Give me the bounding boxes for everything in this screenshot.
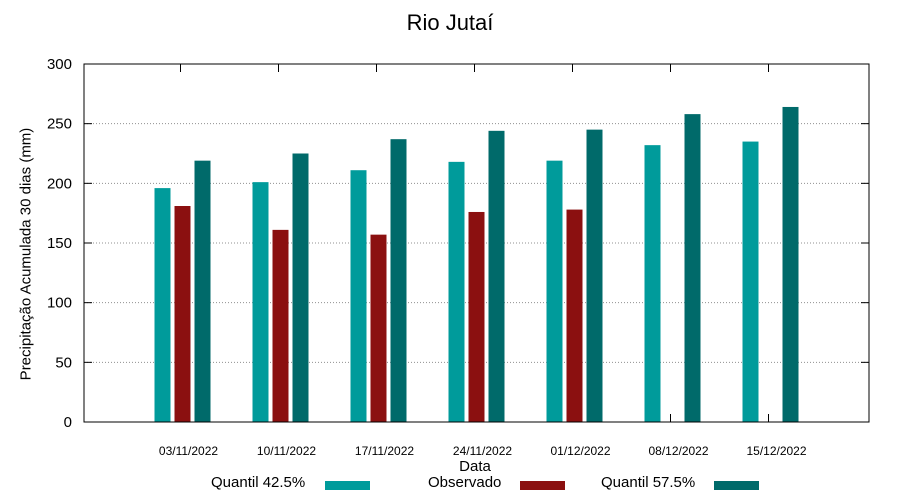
bar	[194, 160, 211, 422]
bar	[586, 129, 603, 422]
y-tick-label: 150	[47, 235, 72, 252]
y-tick-label: 100	[47, 295, 72, 312]
bar	[644, 145, 661, 422]
bar	[488, 130, 505, 422]
chart-title: Rio Jutaí	[406, 10, 494, 35]
x-tick-label: 01/12/2022	[550, 444, 610, 458]
x-tick-label: 03/11/2022	[159, 444, 218, 458]
y-tick-label: 200	[47, 175, 72, 192]
bar	[350, 170, 367, 422]
x-tick-label: 08/12/2022	[648, 444, 708, 458]
x-axis-label: Data	[459, 458, 491, 475]
bar	[292, 153, 309, 422]
bar	[252, 182, 269, 422]
bar	[174, 206, 191, 422]
y-tick-label: 300	[47, 56, 72, 73]
legend-swatch	[714, 481, 759, 490]
legend: Quantil 42.5% Observado Quantil 57.5%	[0, 474, 900, 496]
bar	[154, 188, 171, 422]
x-tick-label: 24/11/2022	[453, 444, 512, 458]
y-tick-label: 250	[47, 116, 72, 133]
legend-label: Quantil 42.5%	[211, 474, 306, 491]
bar	[390, 139, 407, 422]
x-tick-label: 15/12/2022	[746, 444, 806, 458]
x-tick-label: 10/11/2022	[257, 444, 316, 458]
legend-label: Quantil 57.5%	[601, 474, 696, 491]
bar	[370, 234, 387, 422]
bar	[684, 114, 701, 423]
x-tick-label: 17/11/2022	[355, 444, 414, 458]
legend-swatch	[520, 481, 565, 490]
bar	[272, 229, 289, 422]
legend-label: Observado	[428, 474, 502, 491]
plot-frame	[83, 63, 870, 423]
y-tick-label: 0	[64, 414, 72, 431]
bar	[742, 141, 759, 423]
bar	[468, 211, 485, 422]
bar	[566, 209, 583, 422]
y-tick-label: 50	[55, 354, 72, 371]
bar	[546, 160, 563, 422]
legend-swatch	[325, 481, 370, 490]
bar	[448, 161, 465, 422]
bar	[782, 106, 799, 423]
